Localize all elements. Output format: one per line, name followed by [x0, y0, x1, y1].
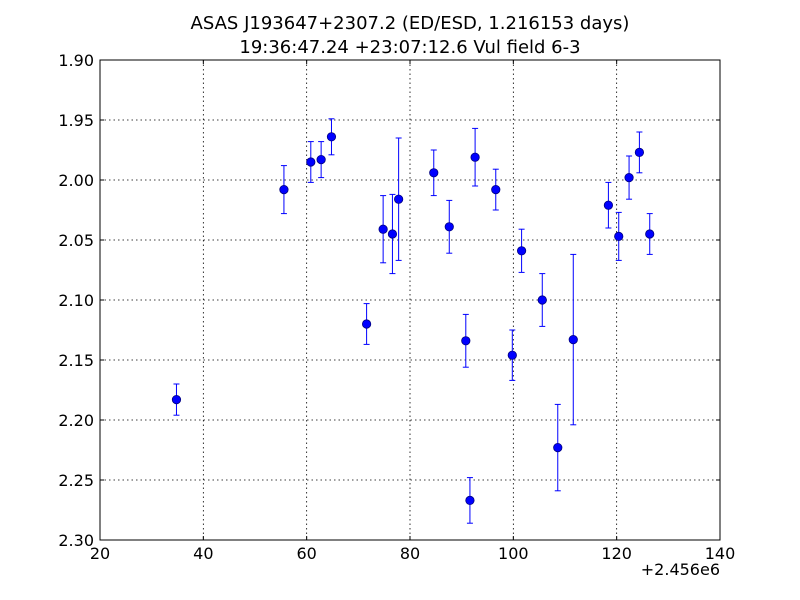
data-point: [378, 224, 388, 234]
y-tick-label: 1.95: [58, 111, 94, 130]
data-point: [326, 132, 337, 142]
data-point: [603, 200, 614, 210]
data-point: [316, 155, 326, 165]
data-point: [634, 147, 645, 157]
data-point: [470, 152, 480, 162]
axis-ticks: [99, 59, 721, 541]
x-axis-offset-label: +2.456e6: [641, 560, 720, 579]
x-tick-label: 140: [705, 544, 736, 563]
grid-lines: [99, 59, 721, 541]
y-tick-label: 2.10: [58, 291, 94, 310]
data-point: [171, 394, 182, 405]
y-tick-label: 2.15: [58, 351, 94, 370]
y-tick-label: 2.25: [58, 471, 94, 490]
data-point: [645, 229, 655, 239]
data-point: [624, 173, 634, 183]
data-point: [614, 231, 624, 241]
x-axis-tick-labels: 20 40 60 80 100 120 140: [90, 544, 735, 563]
y-axis-tick-labels: 1.90 1.95 2.00 2.05 2.10 2.15 2.20 2.25 2.30: [58, 51, 94, 550]
x-tick-label: 100: [498, 544, 529, 563]
x-tick-label: 120: [601, 544, 632, 563]
data-point: [387, 229, 398, 239]
data-point: [516, 246, 527, 256]
data-point: [465, 495, 475, 505]
x-tick-label: 80: [400, 544, 420, 563]
data-point: [429, 168, 439, 178]
x-tick-label: 40: [193, 544, 213, 563]
x-tick-label: 60: [296, 544, 316, 563]
data-point: [491, 185, 501, 195]
y-tick-label: 2.00: [58, 171, 94, 190]
data-point: [306, 157, 316, 167]
data-point: [507, 350, 517, 360]
data-point: [279, 185, 289, 195]
y-tick-label: 1.90: [58, 51, 94, 70]
y-tick-label: 2.30: [58, 531, 94, 550]
chart-title: ASAS J193647+2307.2 (ED/ESD, 1.216153 da…: [191, 13, 630, 34]
chart-subtitle: 19:36:47.24 +23:07:12.6 Vul field 6-3: [239, 37, 580, 58]
error-bars: [173, 118, 653, 524]
data-point: [553, 442, 563, 453]
data-point: [394, 194, 404, 204]
data-point: [461, 336, 471, 346]
data-points: [171, 132, 655, 505]
data-point: [537, 295, 547, 305]
y-tick-label: 2.20: [58, 411, 94, 430]
data-point: [444, 222, 454, 232]
x-tick-label: 20: [90, 544, 110, 563]
data-point: [568, 334, 578, 345]
y-tick-label: 2.05: [58, 231, 94, 250]
data-point: [361, 319, 372, 329]
